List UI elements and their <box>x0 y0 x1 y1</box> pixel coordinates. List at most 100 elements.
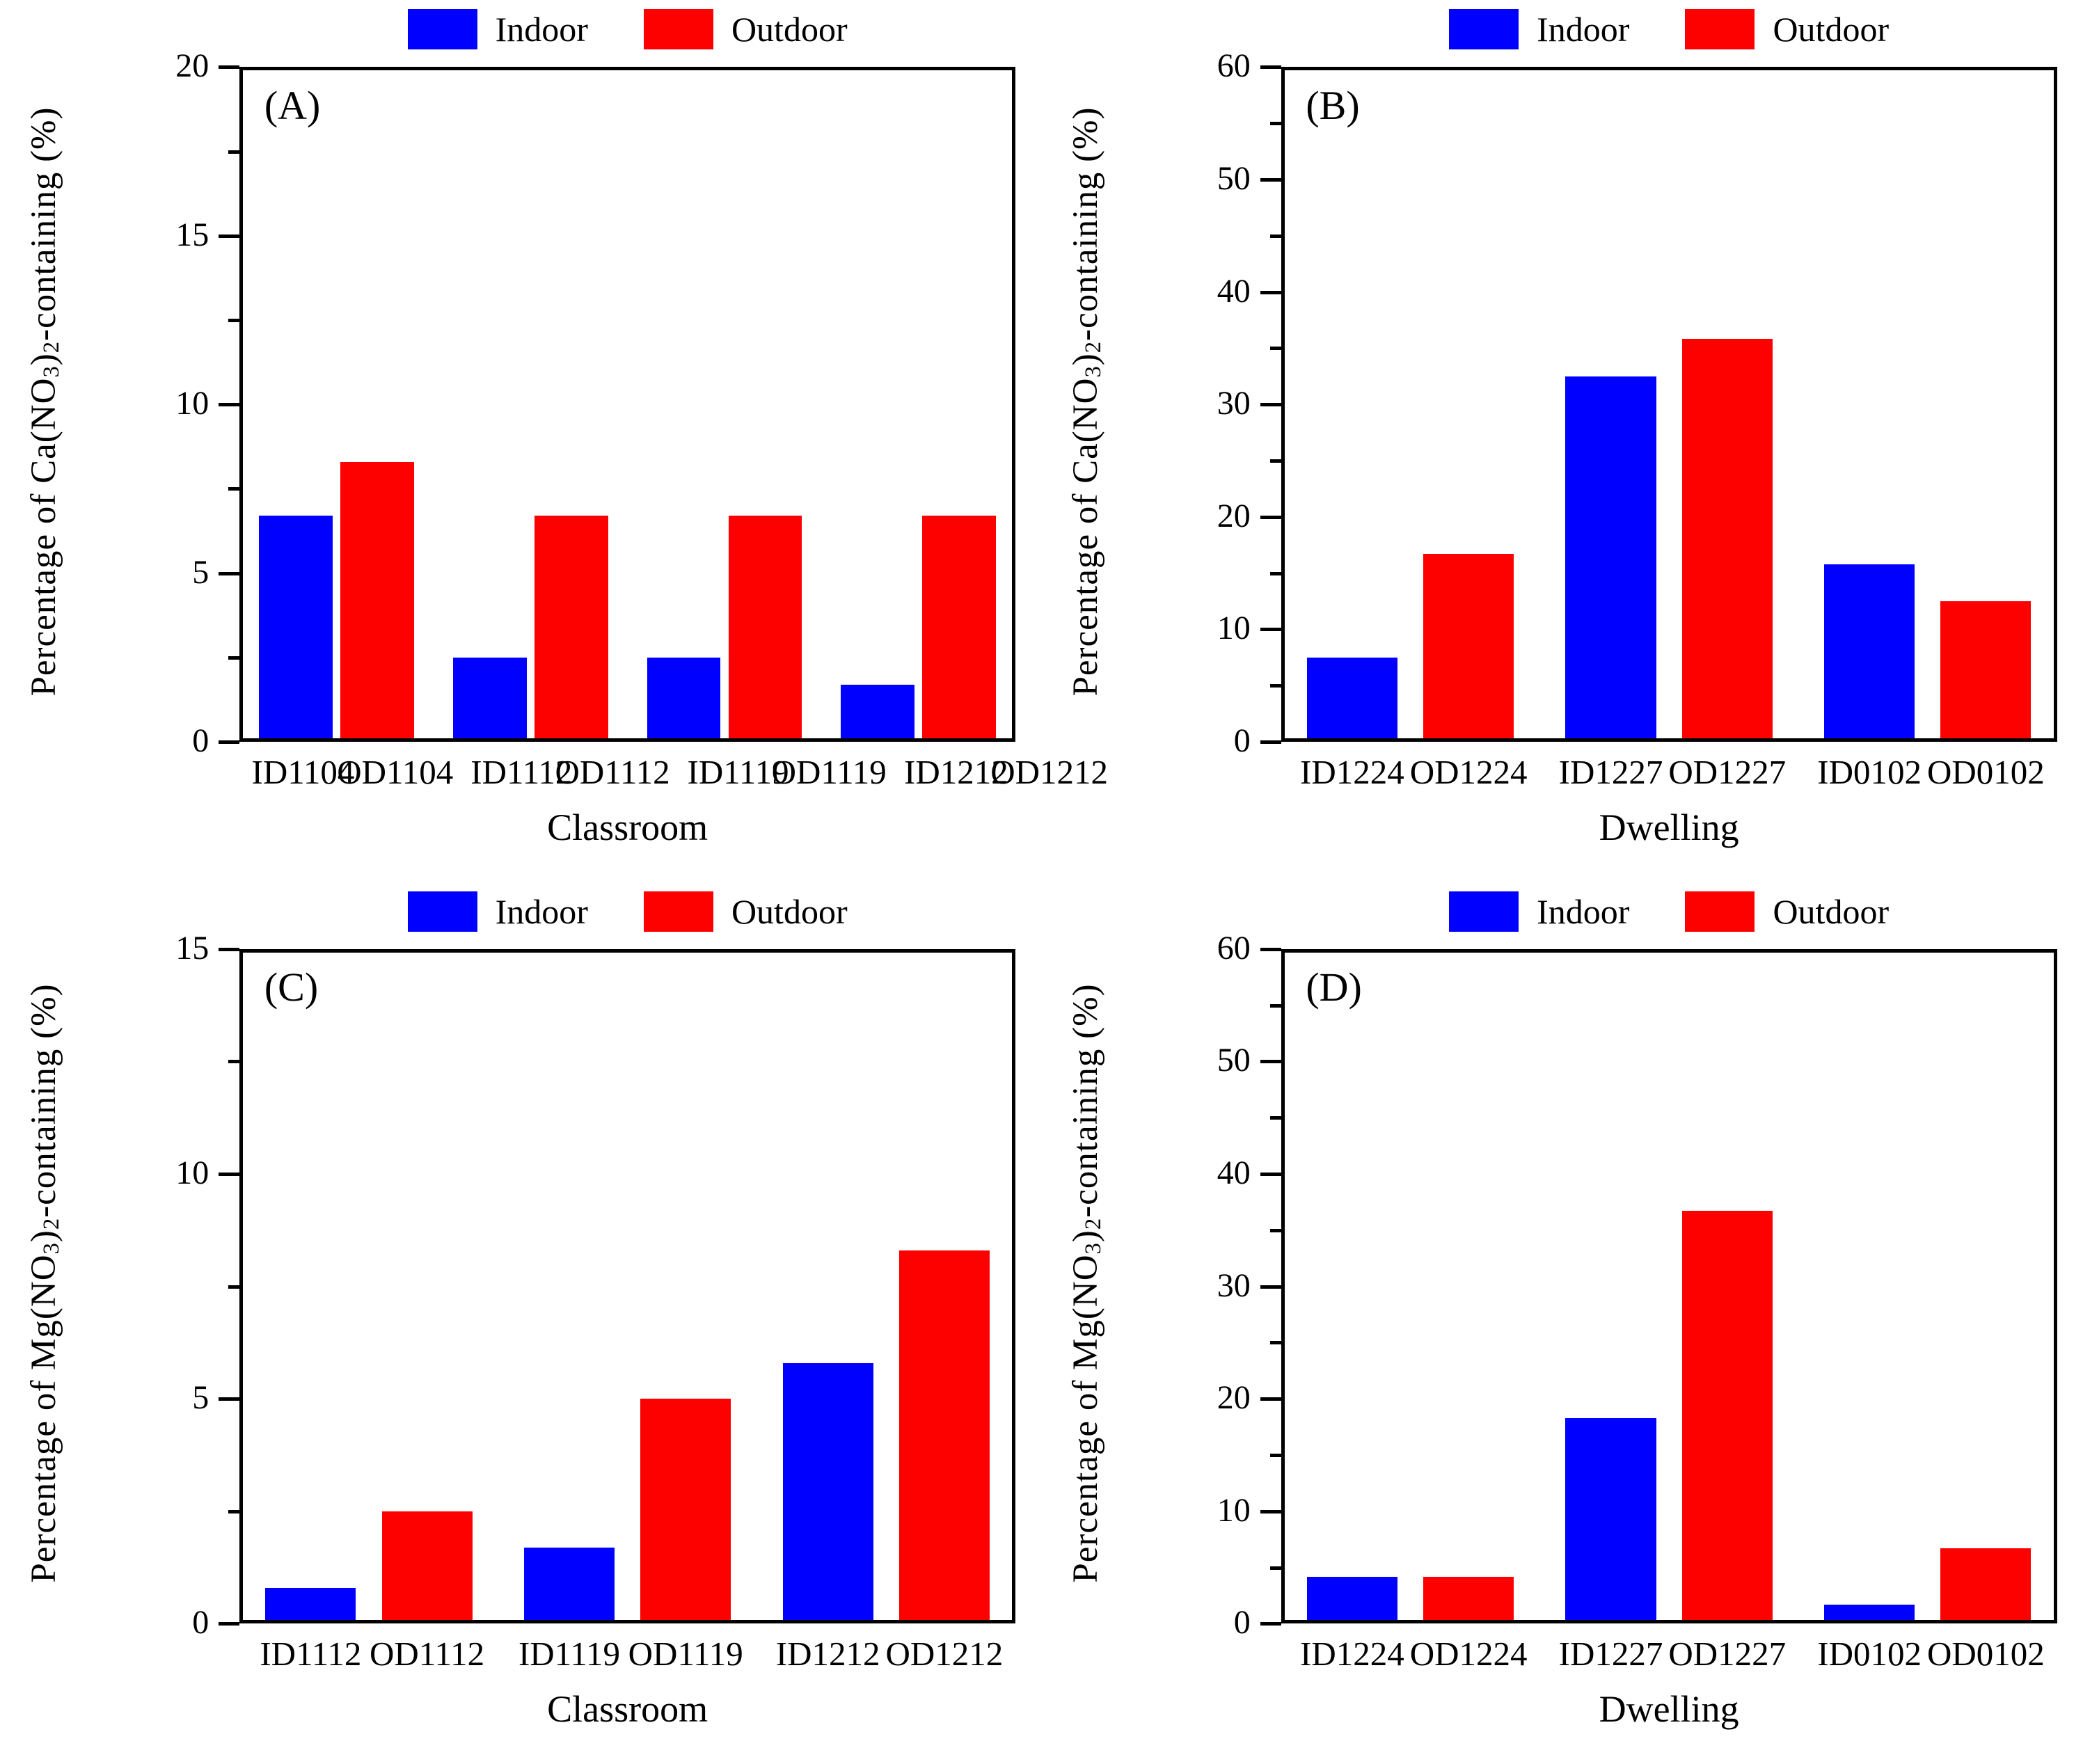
x-label-group: ID0102 OD0102 <box>1798 1635 2057 1674</box>
x-label-slot: OD1224 <box>1410 753 1528 792</box>
y-axis-title-segment: ) <box>1066 1230 1105 1243</box>
plot-area: 0 5 10 15 (C) ID1112 OD1112 ID1119 OD1119 ID1212 O… <box>175 931 1016 1730</box>
bar-group <box>1281 67 1540 742</box>
bar-group <box>1798 67 2057 742</box>
y-tick-label: 20 <box>1217 497 1251 534</box>
legend-item-outdoor: Outdoor <box>1685 9 1889 49</box>
y-tick-label: 10 <box>1217 1491 1251 1529</box>
x-label-slot: ID1224 <box>1300 753 1404 792</box>
y-minor-tick <box>228 1285 240 1289</box>
x-label-slot: OD1104 <box>337 753 453 792</box>
legend-swatch-indoor-icon <box>1449 891 1519 932</box>
x-label-group: ID1119 OD1119 <box>498 1635 757 1674</box>
x-category-label: ID1224 <box>1300 1635 1404 1674</box>
bars-layer <box>239 67 1015 742</box>
y-major-tick <box>219 65 240 70</box>
x-category-label: OD1224 <box>1409 1635 1528 1674</box>
x-category-label: ID1119 <box>687 752 789 791</box>
plot-area: 0 5 10 15 20 (A) ID1104 OD1104 ID1112 OD1112 ID111… <box>175 49 1108 848</box>
bar-id1212 <box>782 1362 873 1624</box>
y-tick-label: 30 <box>1217 385 1251 422</box>
y-tick-label: 0 <box>192 1604 209 1642</box>
y-axis-title-subscript: 2 <box>39 1218 65 1230</box>
x-label-slot: ID1119 <box>518 1635 620 1674</box>
y-axis-title-segment: -containing (%) <box>1066 983 1105 1218</box>
panel-letter: (D) <box>1306 964 1362 1010</box>
y-major-tick <box>1260 403 1281 407</box>
y-tick-label: 50 <box>1217 1042 1251 1079</box>
x-axis-title: Classroom <box>547 806 708 848</box>
y-axis-title-segment: Percentage of Ca(NO <box>24 377 63 697</box>
y-axis-title: Percentage of Mg(NO3)2-containing (%) <box>24 984 65 1583</box>
bar-group <box>239 949 498 1624</box>
y-axis-title: Percentage of Ca(NO3)2-containing (%) <box>24 106 65 696</box>
x-label-slot: OD1227 <box>1668 753 1786 792</box>
bar-od1212 <box>898 1250 990 1624</box>
y-tick-label: 5 <box>192 553 209 591</box>
x-axis-title: Classroom <box>547 1688 708 1731</box>
x-label-group: ID1212 OD1212 <box>757 1635 1015 1674</box>
bar-id1227 <box>1565 376 1656 742</box>
x-label-slot: OD0102 <box>1927 753 2045 792</box>
y-minor-tick <box>1269 684 1281 688</box>
y-axis-title: Percentage of Ca(NO3)2-containing (%) <box>1066 106 1107 696</box>
y-axis-title-segment: Percentage of Mg(NO <box>24 1254 63 1583</box>
panel-letter: (C) <box>264 964 319 1010</box>
bar-id1119 <box>523 1547 615 1624</box>
x-category-label: ID1112 <box>470 752 573 791</box>
y-axis-title-subscript: 3 <box>1080 1242 1106 1255</box>
bars-layer <box>239 949 1015 1624</box>
y-tick-label: 15 <box>175 216 209 253</box>
bar-id1224 <box>1306 657 1397 742</box>
legend-swatch-indoor-icon <box>407 9 477 49</box>
bar-od0102 <box>1940 1548 2031 1624</box>
y-major-tick <box>219 1173 240 1177</box>
x-category-label: OD1227 <box>1668 1635 1787 1674</box>
bar-group <box>628 67 822 742</box>
bar-od1119 <box>640 1399 731 1624</box>
y-minor-tick <box>228 150 240 154</box>
bar-id1227 <box>1565 1417 1656 1624</box>
bar-od0102 <box>1940 601 2031 742</box>
panel-D: Indoor Outdoor Percentage of Mg(NO3)2-cont… <box>1042 882 2083 1764</box>
y-major-tick <box>1260 1397 1281 1401</box>
x-category-label: ID1212 <box>775 1635 880 1674</box>
bar-id1119 <box>647 657 721 742</box>
y-tick-label: 5 <box>192 1379 209 1417</box>
x-category-label: OD0102 <box>1926 1635 2045 1674</box>
legend: Indoor Outdoor <box>239 887 1015 937</box>
y-major-tick <box>219 740 240 744</box>
legend-swatch-indoor-icon <box>1449 9 1519 49</box>
legend: Indoor Outdoor <box>1281 4 2057 54</box>
y-axis-title-segment: -containing (%) <box>24 106 63 341</box>
x-category-label: OD1104 <box>337 752 454 791</box>
y-tick-label: 40 <box>1217 1154 1251 1192</box>
bar-id1212 <box>841 684 915 742</box>
y-tick-label: 10 <box>175 385 209 422</box>
y-axis-title-segment: Percentage of Ca(NO <box>1066 377 1105 697</box>
bars-layer <box>1281 949 2057 1624</box>
legend-label: Indoor <box>1537 891 1630 931</box>
legend-item-outdoor: Outdoor <box>1685 891 1889 932</box>
legend-label: Outdoor <box>1773 10 1890 49</box>
x-category-label: OD1224 <box>1409 752 1528 791</box>
y-major-tick <box>219 234 240 238</box>
x-category-label: ID0102 <box>1817 1635 1922 1674</box>
bar-group <box>498 949 757 1624</box>
bar-id0102 <box>1824 1604 1915 1624</box>
x-category-labels: ID1104 OD1104 ID1112 OD1112 ID1119 OD1119 ID12… <box>239 752 1108 792</box>
y-minor-tick <box>1269 1341 1281 1345</box>
y-major-tick <box>1260 628 1281 632</box>
x-label-group: ID1224 OD1224 <box>1281 1635 1540 1674</box>
y-minor-tick <box>1269 1566 1281 1570</box>
bar-id1112 <box>452 657 527 742</box>
y-minor-tick <box>1269 1228 1281 1232</box>
y-tick-label: 0 <box>1233 1604 1251 1642</box>
plot-area: 0 10 20 30 40 50 60 (B) ID1224 OD1224 ID1227 OD1227… <box>1217 49 2057 848</box>
x-label-slot: OD1227 <box>1668 1635 1786 1674</box>
y-minor-tick <box>228 318 240 322</box>
legend-label: Outdoor <box>731 10 848 49</box>
x-category-label: ID1104 <box>251 752 355 791</box>
x-label-group: ID1224 OD1224 <box>1281 753 1540 792</box>
x-label-slot: OD1119 <box>628 1635 743 1674</box>
